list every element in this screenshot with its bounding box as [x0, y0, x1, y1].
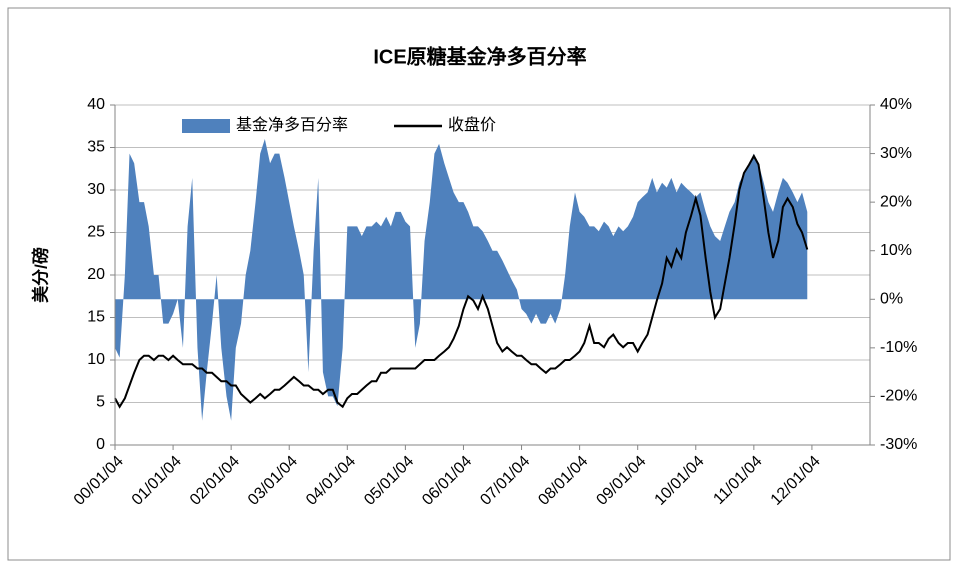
- chart-title: ICE原糖基金净多百分率: [373, 44, 586, 68]
- area: [115, 139, 808, 421]
- y-axis-label: 美分/磅: [30, 247, 50, 303]
- y2-tick-label: 20%: [880, 193, 912, 210]
- y-tick-label: 20: [87, 266, 105, 283]
- y-tick-label: 40: [87, 96, 105, 113]
- y-tick-label: 5: [96, 394, 105, 411]
- y-tick-label: 35: [87, 139, 105, 156]
- y2-tick-label: -20%: [880, 388, 917, 405]
- y-tick-label: 0: [96, 436, 105, 453]
- y2-tick-label: 30%: [880, 145, 912, 162]
- y-tick-label: 10: [87, 351, 105, 368]
- y2-tick-label: 0%: [880, 291, 903, 308]
- y2-tick-label: -30%: [880, 436, 917, 453]
- y-tick-label: 15: [87, 309, 105, 326]
- y2-tick-label: 40%: [880, 96, 912, 113]
- legend-swatch: [182, 119, 230, 133]
- legend-label: 基金净多百分率: [236, 116, 348, 134]
- y-tick-label: 25: [87, 224, 105, 241]
- y-tick-label: 30: [87, 181, 105, 198]
- legend-label: 收盘价: [448, 115, 496, 134]
- y2-tick-label: 10%: [880, 242, 912, 259]
- y2-tick-label: -10%: [880, 339, 917, 356]
- line: [114, 153, 809, 409]
